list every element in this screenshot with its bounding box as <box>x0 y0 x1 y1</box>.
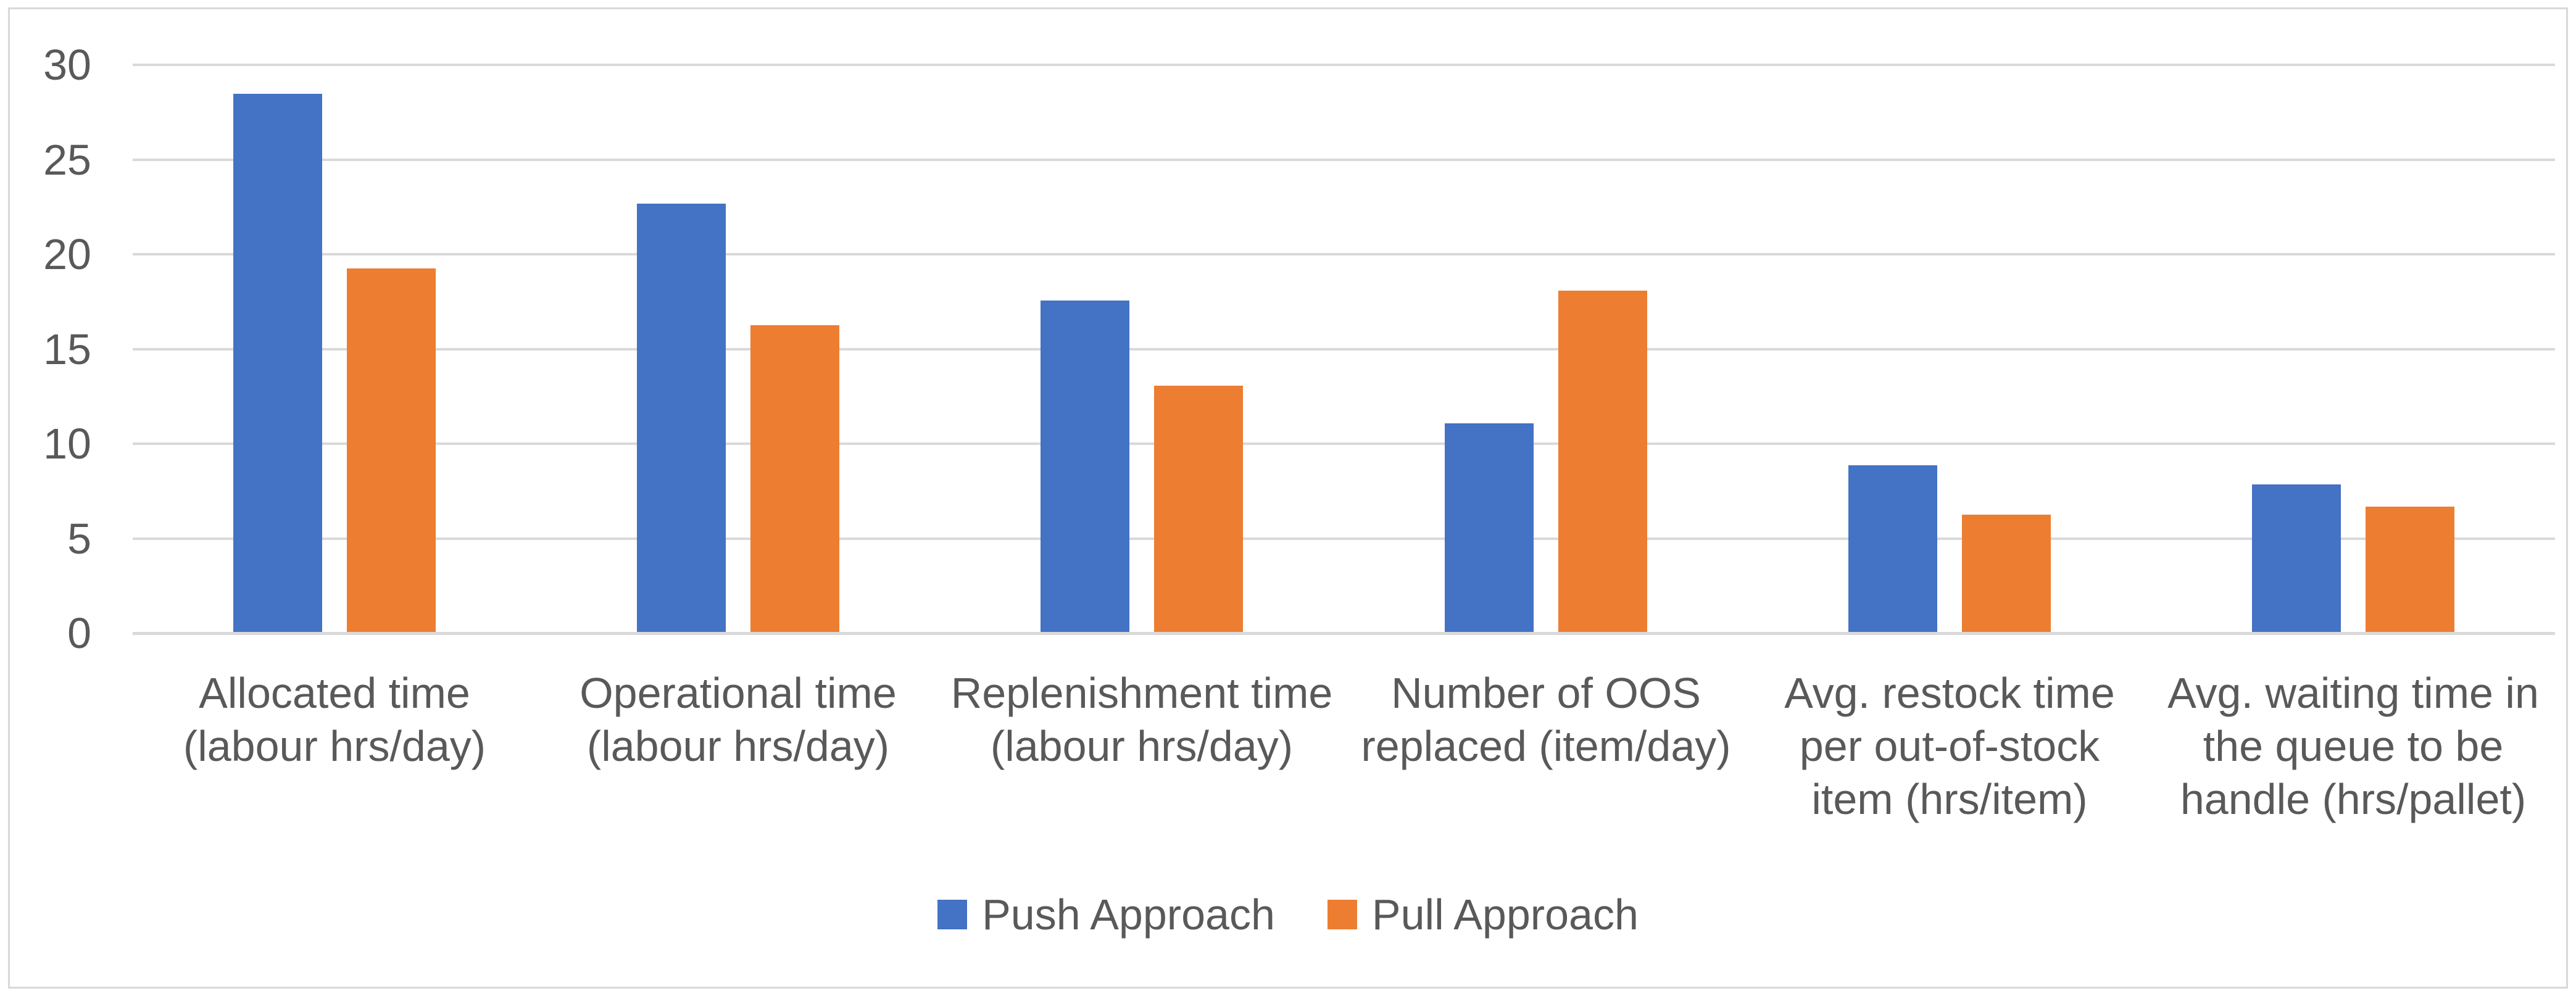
y-axis-tick-label: 5 <box>67 515 91 563</box>
gridline <box>133 442 2555 445</box>
gridline <box>133 64 2555 66</box>
x-axis-category-label: Allocated time (labour hrs/day) <box>183 669 486 770</box>
bar-pull <box>347 268 436 632</box>
y-axis-tick-label: 15 <box>43 325 91 373</box>
plot-area <box>133 64 2555 635</box>
gridline <box>133 253 2555 255</box>
legend-swatch <box>937 900 968 929</box>
legend-item-pull: Pull Approach <box>1327 893 1639 936</box>
y-axis-tick-label: 0 <box>67 609 91 657</box>
legend-label: Push Approach <box>982 890 1275 939</box>
x-axis-line <box>133 632 2555 635</box>
chart-frame <box>8 7 2568 989</box>
legend-item-push: Push Approach <box>937 893 1275 936</box>
x-axis-category-label: Replenishment time (labour hrs/day) <box>950 669 1333 770</box>
x-axis-category-label: Avg. restock time per out-of-stock item … <box>1784 669 2115 823</box>
gridline <box>133 348 2555 351</box>
bar-pull <box>1154 386 1243 632</box>
legend-swatch <box>1327 900 1357 929</box>
gridline <box>133 159 2555 161</box>
bar-push <box>637 204 726 632</box>
bar-push <box>233 94 322 632</box>
bar-pull <box>750 325 839 632</box>
x-axis-category-label: Operational time (labour hrs/day) <box>580 669 897 770</box>
x-axis-category-label: Avg. waiting time in the queue to be han… <box>2167 669 2539 823</box>
x-axis-category-label: Number of OOS replaced (item/day) <box>1361 669 1731 770</box>
bar-pull <box>1558 291 1647 632</box>
legend: Push Approach Pull Approach <box>0 893 2576 936</box>
gridline <box>133 537 2555 540</box>
y-axis-tick-label: 10 <box>43 420 91 468</box>
legend-label: Pull Approach <box>1371 890 1639 939</box>
bar-push <box>2252 484 2341 632</box>
bar-push <box>1445 423 1534 632</box>
bar-pull <box>2366 507 2454 632</box>
y-axis-tick-label: 20 <box>43 230 91 278</box>
bar-push <box>1848 465 1937 632</box>
y-axis-tick-label: 30 <box>43 41 91 89</box>
bar-push <box>1041 301 1129 632</box>
y-axis-tick-label: 25 <box>43 136 91 184</box>
bar-pull <box>1962 515 2051 632</box>
